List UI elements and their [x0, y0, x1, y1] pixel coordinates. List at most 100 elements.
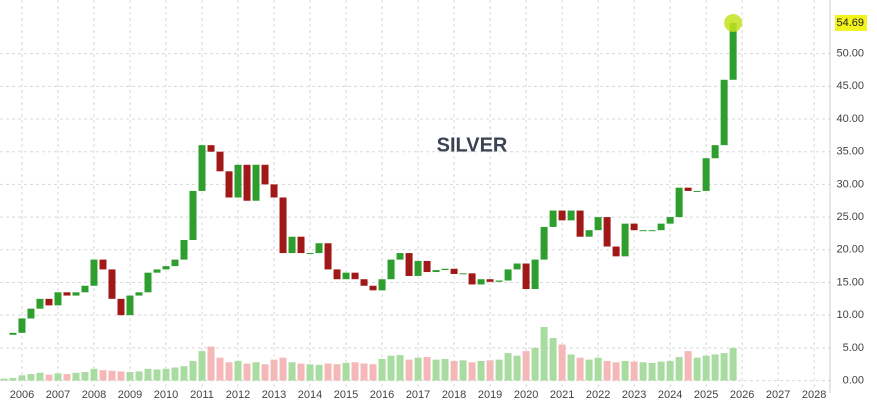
candle — [171, 259, 179, 267]
volume-bar — [396, 355, 404, 381]
volume-bar — [711, 354, 719, 381]
candle — [540, 226, 548, 260]
volume-bar — [558, 344, 566, 381]
candle — [450, 268, 458, 274]
candle — [369, 285, 377, 291]
volume-bar — [342, 362, 350, 381]
volume-bar — [675, 357, 683, 381]
candle — [522, 263, 530, 290]
volume-bar — [153, 369, 161, 381]
candle — [36, 298, 44, 309]
candle — [306, 253, 314, 255]
volume-bar — [495, 359, 503, 381]
candle — [378, 279, 386, 291]
candle — [315, 243, 323, 254]
candle — [495, 280, 503, 282]
x-tick-label: 2012 — [226, 389, 250, 401]
volume-bar — [585, 359, 593, 381]
candle — [180, 239, 188, 260]
y-tick-label: 10.00 — [836, 309, 864, 321]
volume-bar — [207, 346, 215, 381]
x-tick-label: 2017 — [406, 389, 430, 401]
volume-bar — [540, 326, 548, 381]
y-tick-label: 5.00 — [843, 342, 864, 354]
y-tick-label: 50.00 — [836, 48, 864, 60]
volume-bar — [108, 370, 116, 381]
volume-bar — [360, 363, 368, 381]
y-tick-label: 20.00 — [836, 244, 864, 256]
candle — [360, 279, 368, 286]
volume-bar — [126, 372, 134, 381]
x-tick-label: 2023 — [622, 389, 646, 401]
volume-bar — [666, 360, 674, 381]
volume-bar — [459, 360, 467, 381]
volume-bar — [657, 361, 665, 381]
candle — [225, 171, 233, 198]
candle — [135, 292, 143, 296]
x-tick-label: 2015 — [334, 389, 358, 401]
volume-bar — [477, 360, 485, 381]
x-tick-label: 2028 — [802, 389, 826, 401]
y-tick-label: 40.00 — [836, 113, 864, 125]
volume-bar — [135, 371, 143, 381]
candle — [729, 22, 737, 80]
chart-title: SILVER — [437, 134, 508, 156]
candle — [423, 260, 431, 273]
candle — [45, 298, 53, 306]
volume-bar — [288, 362, 296, 381]
candle — [504, 269, 512, 281]
candle — [216, 151, 224, 172]
x-tick-label: 2007 — [46, 389, 70, 401]
volume-bar — [684, 351, 692, 381]
volume-bar — [576, 357, 584, 381]
candle — [603, 217, 611, 247]
x-tick-label: 2011 — [190, 389, 214, 401]
candle — [279, 197, 287, 254]
volume-bar — [306, 364, 314, 381]
volume-bar — [612, 362, 620, 381]
y-tick-label: 25.00 — [836, 211, 864, 223]
volume-bar — [63, 374, 71, 381]
candle — [486, 279, 494, 282]
candle — [234, 164, 242, 198]
candle — [261, 164, 269, 185]
candle — [108, 269, 116, 299]
x-tick-label: 2025 — [694, 389, 718, 401]
volume-bar — [180, 366, 188, 381]
candle — [72, 292, 80, 296]
volume-bar — [405, 359, 413, 381]
volume-bar — [486, 360, 494, 381]
candle — [90, 259, 98, 286]
last-price-marker — [724, 13, 743, 32]
volume-bar — [450, 360, 458, 381]
volume-bar — [648, 362, 656, 381]
candle — [252, 164, 260, 201]
candle — [243, 164, 251, 201]
candle — [198, 145, 206, 191]
candle — [639, 230, 647, 232]
candle — [477, 279, 485, 285]
candle — [153, 269, 161, 273]
volume-bar — [522, 351, 530, 381]
volume-bar — [171, 367, 179, 381]
volume-bar — [45, 374, 53, 381]
volume-bar — [504, 353, 512, 381]
candle — [441, 268, 449, 271]
volume-bar — [189, 360, 197, 381]
x-tick-label: 2021 — [550, 389, 574, 401]
candle — [648, 230, 656, 232]
volume-bar — [594, 357, 602, 381]
volume-bar — [567, 354, 575, 381]
candle — [567, 210, 575, 221]
volume-bar — [513, 355, 521, 381]
candle — [27, 308, 35, 319]
candle — [558, 210, 566, 221]
candle — [711, 145, 719, 159]
volume-bar — [315, 364, 323, 381]
volume-bar — [9, 377, 17, 381]
volume-bar — [18, 375, 26, 381]
volume-bar — [198, 351, 206, 381]
volume-bar — [234, 360, 242, 381]
candle — [405, 253, 413, 276]
candle — [459, 273, 467, 275]
